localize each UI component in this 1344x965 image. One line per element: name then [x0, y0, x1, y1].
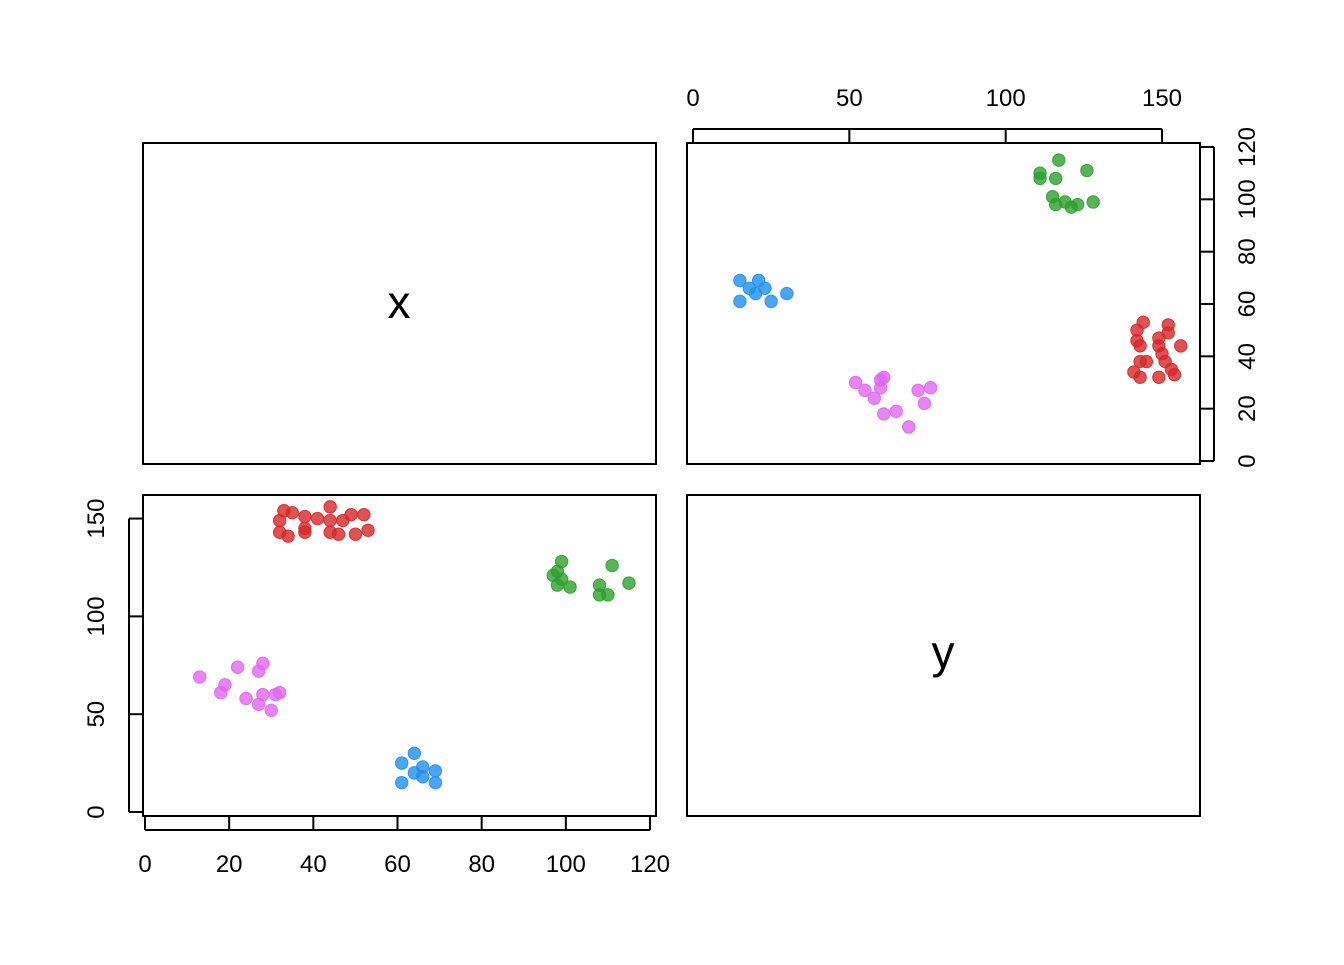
scatter-point-top-right	[1127, 365, 1141, 379]
scatter-point-top-right	[733, 294, 747, 309]
scatter-point-bottom-left	[428, 764, 443, 778]
scatter-point-top-right	[1045, 190, 1060, 204]
scatter-point-bottom-left	[310, 511, 325, 526]
x-axis-bottom-tick-label: 100	[546, 851, 586, 878]
scatter-point-bottom-left	[264, 703, 278, 717]
scatter-point-bottom-left	[622, 576, 636, 590]
scatter-point-bottom-left	[348, 527, 363, 541]
scatter-point-bottom-left	[563, 580, 577, 594]
scatter-point-top-right	[867, 391, 882, 405]
scatter-point-top-right	[751, 273, 766, 288]
x-axis-top-tick-label: 150	[1142, 85, 1182, 112]
y-axis-left-tick-label: 50	[83, 701, 110, 728]
scatter-point-bottom-left	[344, 507, 358, 522]
scatter-point-top-right	[1086, 195, 1100, 209]
y-axis-left-tick-label: 0	[83, 805, 110, 818]
scatter-point-top-right	[877, 370, 891, 384]
scatter-point-top-right	[877, 407, 891, 421]
y-axis-right-tick-label: 40	[1234, 343, 1261, 370]
x-axis-bottom-tick-label: 40	[300, 851, 327, 878]
scatter-point-bottom-left	[428, 775, 443, 790]
scatter-point-bottom-left	[554, 572, 569, 586]
x-axis-bottom-tick-label: 20	[216, 851, 243, 878]
scatter-point-bottom-left	[272, 513, 287, 528]
scatter-point-top-right	[742, 281, 756, 295]
panel-bottom-left-frame	[142, 494, 657, 817]
scatter-point-top-right	[764, 294, 778, 309]
scatter-point-bottom-left	[331, 527, 346, 541]
scatter-point-top-right	[911, 383, 925, 398]
scatter-point-bottom-left	[605, 558, 619, 573]
scatter-point-bottom-left	[357, 507, 371, 522]
points-layer	[193, 153, 1188, 790]
y-axis-right-tick-label: 60	[1234, 291, 1261, 318]
scatter-point-top-right	[1048, 171, 1063, 186]
scatter-point-bottom-left	[592, 578, 607, 592]
scatter-point-top-right	[1033, 166, 1047, 180]
y-axis-right-tick-label: 20	[1234, 395, 1261, 422]
x-axis-bottom-tick-label: 0	[138, 851, 151, 878]
x-axis-top-tick-label: 0	[686, 85, 699, 112]
scatter-point-top-right	[1080, 163, 1094, 178]
x-axis-bottom-tick-label: 60	[384, 851, 411, 878]
scatter-point-top-right	[1052, 153, 1066, 167]
y-axis-left-tick-label: 150	[83, 499, 110, 539]
diagonal-label-y: y	[932, 626, 955, 678]
scatter-point-top-right	[1070, 197, 1085, 212]
scatter-point-top-right	[1174, 339, 1188, 353]
scatter-point-top-right	[858, 383, 872, 398]
scatter-point-bottom-left	[395, 775, 409, 790]
scatter-point-top-right	[1133, 354, 1147, 369]
scatter-point-top-right	[733, 273, 747, 288]
y-axis-right-tick-label: 80	[1234, 238, 1261, 265]
scatter-point-bottom-left	[407, 746, 422, 761]
scatter-point-bottom-left	[193, 670, 207, 684]
scatter-point-top-right	[780, 286, 794, 301]
scatter-point-bottom-left	[256, 656, 270, 671]
scatter-point-bottom-left	[298, 525, 312, 539]
diagonal-label-x: x	[388, 276, 411, 328]
scatter-point-bottom-left	[323, 513, 337, 528]
scatter-point-bottom-left	[230, 660, 245, 674]
scatter-point-bottom-left	[281, 529, 295, 543]
scatter-point-top-right	[1058, 195, 1072, 209]
scatter-point-bottom-left	[361, 523, 375, 537]
scatter-point-bottom-left	[601, 588, 615, 602]
scatter-point-bottom-left	[256, 687, 270, 702]
scatter-point-bottom-left	[554, 554, 569, 569]
x-axis-top-tick-label: 50	[836, 85, 863, 112]
scatter-point-bottom-left	[416, 770, 430, 784]
scatter-point-top-right	[1152, 370, 1166, 384]
panel-top-right-frame	[686, 142, 1201, 465]
scatter-point-bottom-left	[239, 691, 253, 706]
y-axis-right-tick-label: 120	[1234, 127, 1261, 167]
scatter-point-top-right	[848, 375, 863, 390]
axes-layer: 0 20 40 60 80 100 120 0 50 100 150 0 50 100 150 0 20 40 60…	[83, 85, 1261, 878]
scatter-point-top-right	[1136, 315, 1150, 330]
scatter-point-bottom-left	[218, 678, 232, 692]
x-axis-bottom-tick-label: 80	[468, 851, 495, 878]
scatter-point-top-right	[917, 396, 932, 411]
y-axis-right-tick-label: 100	[1234, 179, 1261, 219]
panel-bottom-right-frame	[686, 494, 1201, 817]
y-axis-right-tick-label: 0	[1234, 454, 1261, 467]
y-axis-left-tick-label: 100	[83, 596, 110, 636]
scatter-point-bottom-left	[395, 756, 409, 770]
scatter-point-bottom-left	[323, 500, 337, 514]
scatter-point-bottom-left	[298, 509, 312, 524]
scatter-point-top-right	[889, 404, 903, 418]
x-axis-top-tick-label: 100	[986, 85, 1026, 112]
panel-top-left-frame	[142, 142, 657, 465]
scatter-point-top-right	[902, 420, 916, 434]
x-axis-bottom-tick-label: 120	[630, 851, 670, 878]
scatter-point-bottom-left	[272, 685, 287, 700]
scatter-point-bottom-left	[285, 505, 299, 520]
scatter-point-top-right	[1152, 339, 1166, 353]
scatter-point-top-right	[1161, 318, 1175, 332]
scatter-point-top-right	[923, 381, 938, 395]
